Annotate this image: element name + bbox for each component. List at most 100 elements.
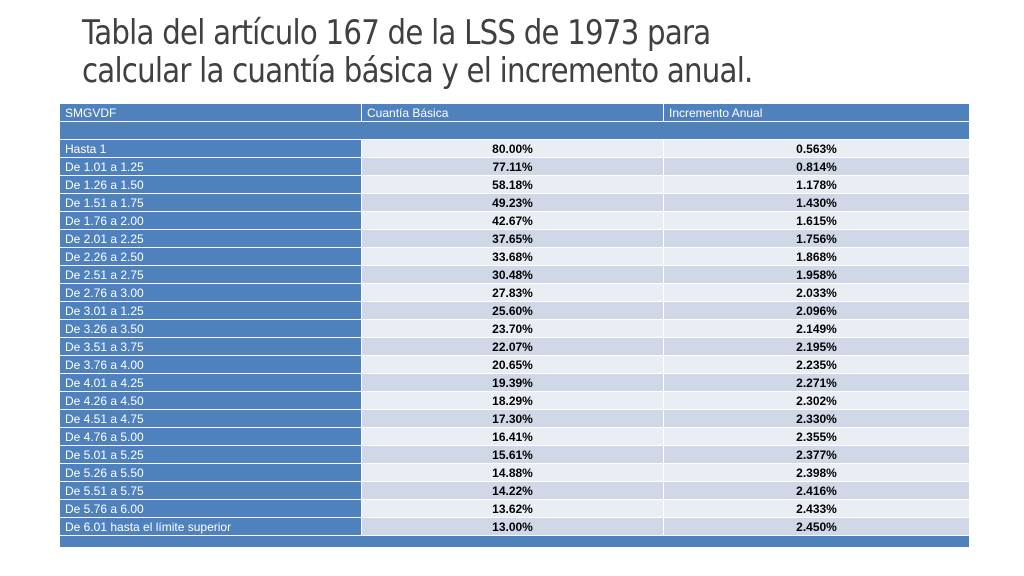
table-row: De 1.26 a 1.50 58.18% 1.178% (59, 175, 970, 194)
footer-band-cell (59, 535, 970, 548)
table-row: De 5.51 a 5.75 14.22% 2.416% (59, 481, 970, 500)
row-incremento-cell: 2.302% (663, 391, 970, 410)
table-row: De 3.01 a 1.25 25.60% 2.096% (59, 301, 970, 320)
rate-table: SMGVDF Cuantía Básica Incremento Anual H… (59, 103, 970, 548)
row-cuantia-cell: 25.60% (361, 301, 664, 320)
row-cuantia-cell: 18.29% (361, 391, 664, 410)
row-incremento-cell: 2.398% (663, 463, 970, 482)
row-range-cell: De 5.51 a 5.75 (59, 481, 362, 500)
row-range-cell: De 1.76 a 2.00 (59, 211, 362, 230)
row-incremento-cell: 1.868% (663, 247, 970, 266)
row-range-cell: De 5.01 a 5.25 (59, 445, 362, 464)
row-range-cell: De 2.26 a 2.50 (59, 247, 362, 266)
table-row: De 3.26 a 3.50 23.70% 2.149% (59, 319, 970, 338)
slide-title-line-2: calcular la cuantía básica y el incremen… (82, 51, 753, 91)
table-header-row: SMGVDF Cuantía Básica Incremento Anual (59, 103, 970, 122)
row-incremento-cell: 1.430% (663, 193, 970, 212)
row-incremento-cell: 0.563% (663, 139, 970, 158)
row-cuantia-cell: 58.18% (361, 175, 664, 194)
table-row: Hasta 1 80.00% 0.563% (59, 139, 970, 158)
row-cuantia-cell: 49.23% (361, 193, 664, 212)
row-cuantia-cell: 77.11% (361, 157, 664, 176)
row-cuantia-cell: 14.22% (361, 481, 664, 500)
row-cuantia-cell: 23.70% (361, 319, 664, 338)
row-range-cell: De 2.01 a 2.25 (59, 229, 362, 248)
row-range-cell: De 4.26 a 4.50 (59, 391, 362, 410)
row-cuantia-cell: 42.67% (361, 211, 664, 230)
header-smgvdf: SMGVDF (59, 103, 362, 122)
row-incremento-cell: 2.416% (663, 481, 970, 500)
row-incremento-cell: 1.178% (663, 175, 970, 194)
table-row: De 1.51 a 1.75 49.23% 1.430% (59, 193, 970, 212)
row-range-cell: De 1.01 a 1.25 (59, 157, 362, 176)
table-row: De 3.76 a 4.00 20.65% 2.235% (59, 355, 970, 374)
table-body: Hasta 1 80.00% 0.563% De 1.01 a 1.25 77.11% 0… (59, 121, 970, 548)
row-range-cell: De 1.26 a 1.50 (59, 175, 362, 194)
row-incremento-cell: 2.033% (663, 283, 970, 302)
header-incremento-anual: Incremento Anual (663, 103, 970, 122)
row-range-cell: De 4.51 a 4.75 (59, 409, 362, 428)
row-cuantia-cell: 30.48% (361, 265, 664, 284)
row-range-cell: De 5.76 a 6.00 (59, 499, 362, 518)
row-cuantia-cell: 14.88% (361, 463, 664, 482)
table-row: De 4.76 a 5.00 16.41% 2.355% (59, 427, 970, 446)
row-cuantia-cell: 13.62% (361, 499, 664, 518)
header-cuantia-basica: Cuantía Básica (361, 103, 664, 122)
table-row: De 2.76 a 3.00 27.83% 2.033% (59, 283, 970, 302)
row-incremento-cell: 2.377% (663, 445, 970, 464)
row-range-cell: De 4.01 a 4.25 (59, 373, 362, 392)
row-incremento-cell: 2.330% (663, 409, 970, 428)
row-cuantia-cell: 19.39% (361, 373, 664, 392)
table-row: De 4.26 a 4.50 18.29% 2.302% (59, 391, 970, 410)
row-incremento-cell: 0.814% (663, 157, 970, 176)
row-cuantia-cell: 22.07% (361, 337, 664, 356)
row-range-cell: De 6.01 hasta el límite superior (59, 517, 362, 536)
row-range-cell: De 3.01 a 1.25 (59, 301, 362, 320)
row-incremento-cell: 2.195% (663, 337, 970, 356)
row-range-cell: De 1.51 a 1.75 (59, 193, 362, 212)
table-row: De 1.01 a 1.25 77.11% 0.814% (59, 157, 970, 176)
row-range-cell: De 2.76 a 3.00 (59, 283, 362, 302)
table-footer-band (59, 535, 970, 548)
table-row: De 2.01 a 2.25 37.65% 1.756% (59, 229, 970, 248)
row-incremento-cell: 2.271% (663, 373, 970, 392)
row-range-cell: De 3.51 a 3.75 (59, 337, 362, 356)
row-incremento-cell: 2.355% (663, 427, 970, 446)
row-incremento-cell: 1.756% (663, 229, 970, 248)
table-row: De 2.26 a 2.50 33.68% 1.868% (59, 247, 970, 266)
table-row: De 2.51 a 2.75 30.48% 1.958% (59, 265, 970, 284)
row-range-cell: De 3.26 a 3.50 (59, 319, 362, 338)
row-cuantia-cell: 37.65% (361, 229, 664, 248)
table-row: De 5.01 a 5.25 15.61% 2.377% (59, 445, 970, 464)
row-incremento-cell: 2.235% (663, 355, 970, 374)
row-cuantia-cell: 33.68% (361, 247, 664, 266)
table-spacer-row (59, 121, 970, 140)
table-row: De 3.51 a 3.75 22.07% 2.195% (59, 337, 970, 356)
row-range-cell: De 5.26 a 5.50 (59, 463, 362, 482)
row-range-cell: De 3.76 a 4.00 (59, 355, 362, 374)
table-row: De 4.01 a 4.25 19.39% 2.271% (59, 373, 970, 392)
spacer-cell (59, 121, 970, 140)
slide-title: Tabla del artículo 167 de la LSS de 1973… (82, 14, 873, 90)
table-row: De 5.26 a 5.50 14.88% 2.398% (59, 463, 970, 482)
row-cuantia-cell: 16.41% (361, 427, 664, 446)
row-cuantia-cell: 80.00% (361, 139, 664, 158)
row-range-cell: Hasta 1 (59, 139, 362, 158)
row-incremento-cell: 2.450% (663, 517, 970, 536)
table-row: De 1.76 a 2.00 42.67% 1.615% (59, 211, 970, 230)
row-incremento-cell: 2.096% (663, 301, 970, 320)
table-row: De 5.76 a 6.00 13.62% 2.433% (59, 499, 970, 518)
row-incremento-cell: 2.433% (663, 499, 970, 518)
row-range-cell: De 4.76 a 5.00 (59, 427, 362, 446)
row-range-cell: De 2.51 a 2.75 (59, 265, 362, 284)
row-cuantia-cell: 15.61% (361, 445, 664, 464)
row-incremento-cell: 1.958% (663, 265, 970, 284)
row-incremento-cell: 2.149% (663, 319, 970, 338)
table-row: De 6.01 hasta el límite superior 13.00% 2.… (59, 517, 970, 536)
row-cuantia-cell: 17.30% (361, 409, 664, 428)
row-cuantia-cell: 13.00% (361, 517, 664, 536)
slide-title-line-1: Tabla del artículo 167 de la LSS de 1973… (82, 13, 711, 53)
row-incremento-cell: 1.615% (663, 211, 970, 230)
row-cuantia-cell: 20.65% (361, 355, 664, 374)
